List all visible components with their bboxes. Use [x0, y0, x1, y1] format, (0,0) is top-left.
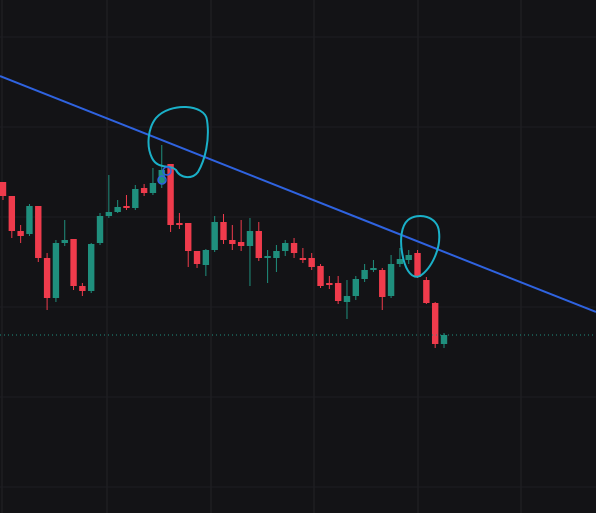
- marker: [162, 166, 172, 176]
- candle-body: [370, 268, 377, 270]
- candle-body: [114, 207, 121, 212]
- highlight-circle: [400, 215, 441, 278]
- candle-body: [379, 270, 386, 297]
- candle-body: [290, 243, 298, 253]
- candle-body: [431, 303, 439, 344]
- candle-body: [88, 244, 95, 291]
- candle-body: [193, 251, 201, 264]
- candle-body: [229, 240, 236, 244]
- candle-body: [0, 182, 7, 196]
- candle-body: [387, 264, 395, 296]
- candle-body: [334, 283, 342, 301]
- candle-body: [26, 206, 33, 234]
- candle-body: [105, 212, 113, 216]
- candle-body: [414, 253, 421, 277]
- highlight-circle: [147, 105, 209, 178]
- candles: [0, 145, 596, 348]
- candle-body: [317, 266, 324, 286]
- candle-body: [308, 258, 315, 267]
- candle-body: [140, 188, 148, 193]
- candle-body: [132, 189, 139, 208]
- candle-body: [61, 240, 68, 243]
- candle-body: [52, 243, 60, 298]
- candle-body: [123, 206, 130, 208]
- candle-body: [176, 223, 183, 225]
- candle-body: [405, 255, 412, 260]
- candle-body: [282, 243, 289, 251]
- candle-body: [17, 231, 24, 236]
- candle-body: [396, 259, 404, 264]
- candle-body: [343, 296, 351, 302]
- marker: [157, 175, 167, 185]
- candle-body: [440, 335, 448, 344]
- candle-body: [96, 216, 104, 243]
- candle-body: [423, 280, 430, 303]
- candle-body: [237, 242, 245, 246]
- candle-body: [326, 283, 333, 285]
- trend-line: [0, 75, 596, 313]
- candle-body: [35, 206, 42, 258]
- candle-body: [273, 251, 280, 258]
- candle-body: [149, 183, 157, 193]
- candle-body: [220, 222, 227, 240]
- candle-body: [264, 256, 271, 258]
- candle-body: [43, 258, 51, 298]
- candle-body: [246, 231, 254, 246]
- candle-body: [299, 258, 307, 260]
- candle-body: [70, 239, 77, 286]
- candle-body: [211, 222, 218, 250]
- candle-body: [185, 223, 192, 251]
- candle-body: [167, 164, 174, 225]
- candle-body: [8, 196, 16, 231]
- candle-body: [352, 279, 359, 296]
- candle-body: [202, 250, 210, 265]
- candle-body: [79, 286, 86, 291]
- candle-body: [255, 231, 262, 258]
- candle-body: [361, 270, 368, 279]
